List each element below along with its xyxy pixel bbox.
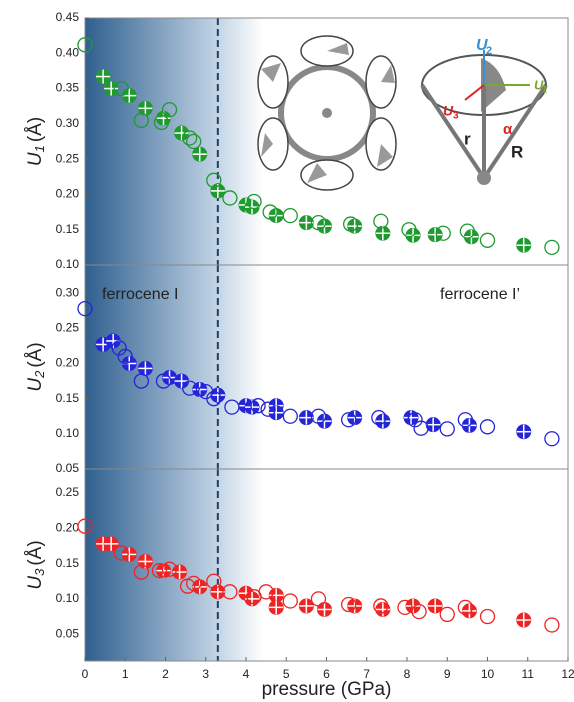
marker — [481, 420, 495, 434]
y-tick-label: 0.25 — [56, 320, 80, 334]
y-tick-label: 0.40 — [56, 45, 80, 59]
inset-label: r — [464, 129, 471, 148]
y-axis-label: U3 (Å) — [25, 540, 47, 589]
data-point — [193, 147, 207, 161]
data-point — [481, 233, 495, 247]
inset-label: R — [511, 142, 523, 161]
x-tick-label: 11 — [522, 667, 535, 681]
cone-inset — [422, 50, 546, 185]
y-label-subscript: 1 — [32, 145, 47, 152]
data-point — [175, 374, 189, 388]
data-point — [517, 425, 531, 439]
y-axis-label: U2 (Å) — [25, 342, 47, 391]
y-tick-label: 0.10 — [56, 426, 80, 440]
y-tick-label: 0.20 — [56, 356, 80, 370]
y-label-symbol: U — [25, 576, 46, 590]
y-label-symbol: U — [25, 152, 46, 166]
data-point — [138, 361, 152, 375]
y-label-symbol: U — [25, 378, 46, 392]
marker — [440, 422, 454, 436]
data-point — [428, 599, 442, 613]
x-tick-label: 4 — [243, 667, 250, 681]
marker — [283, 209, 297, 223]
data-point — [545, 618, 559, 632]
y-axis-label: U1 (Å) — [25, 117, 47, 166]
data-point — [545, 240, 559, 254]
annotation: ferrocene I’ — [440, 286, 520, 303]
inset-label: 3 — [453, 111, 459, 122]
molecule-inset — [258, 36, 396, 190]
y-tick-label: 0.10 — [56, 591, 80, 605]
marker — [545, 618, 559, 632]
data-point — [440, 607, 454, 621]
y-label-unit: (Å) — [25, 117, 46, 142]
x-tick-label: 10 — [481, 667, 495, 681]
x-tick-label: 8 — [404, 667, 411, 681]
x-axis-label: pressure (GPa) — [262, 679, 392, 700]
data-point — [311, 592, 325, 606]
marker — [283, 409, 297, 423]
marker — [481, 610, 495, 624]
data-point — [283, 409, 297, 423]
data-point — [517, 613, 531, 627]
x-tick-label: 1 — [122, 667, 129, 681]
data-point — [269, 600, 283, 614]
marker — [311, 592, 325, 606]
y-tick-label: 0.30 — [56, 116, 80, 130]
x-tick-label: 12 — [561, 667, 574, 681]
inset-label: 2 — [486, 45, 492, 57]
y-tick-label: 0.15 — [56, 222, 80, 236]
data-point — [269, 406, 283, 420]
y-label-unit: (Å) — [25, 540, 46, 565]
data-point — [122, 89, 136, 103]
data-point — [317, 414, 331, 428]
marker — [440, 607, 454, 621]
data-point — [283, 209, 297, 223]
y-label-unit: (Å) — [25, 342, 46, 367]
x-tick-label: 2 — [162, 667, 169, 681]
y-tick-label: 0.15 — [56, 556, 80, 570]
y-tick-label: 0.20 — [56, 520, 80, 534]
x-tick-label: 9 — [444, 667, 451, 681]
y-label-subscript: 3 — [32, 568, 47, 576]
data-point — [96, 70, 110, 84]
annotation: ferrocene I — [102, 286, 178, 303]
data-point — [376, 414, 390, 428]
x-tick-label: 0 — [82, 667, 89, 681]
data-point — [317, 602, 331, 616]
y-tick-label: 0.35 — [56, 81, 80, 95]
data-point — [481, 420, 495, 434]
shaded-region — [85, 18, 263, 265]
data-point — [440, 422, 454, 436]
y-tick-label: 0.05 — [56, 626, 80, 640]
y-tick-label: 0.45 — [56, 10, 80, 24]
data-point — [283, 594, 297, 608]
marker — [545, 432, 559, 446]
data-point — [462, 604, 476, 618]
data-point — [545, 432, 559, 446]
marker — [283, 594, 297, 608]
data-point — [517, 238, 531, 252]
data-point — [175, 126, 189, 140]
y-tick-label: 0.25 — [56, 151, 80, 165]
y-label-subscript: 2 — [32, 370, 47, 379]
marker — [545, 240, 559, 254]
x-tick-label: 3 — [202, 667, 209, 681]
chart: 0.100.150.200.250.300.350.400.45U1(Å)U2U… — [0, 0, 574, 702]
y-tick-label: 0.25 — [56, 485, 80, 499]
inset-label: 1 — [542, 84, 547, 94]
data-point — [481, 610, 495, 624]
marker — [481, 233, 495, 247]
y-tick-label: 0.15 — [56, 391, 80, 405]
y-tick-label: 0.20 — [56, 187, 80, 201]
y-tick-label: 0.05 — [56, 461, 80, 475]
data-point — [173, 565, 187, 579]
shaded-region — [85, 469, 263, 661]
inset-label: α — [503, 121, 513, 138]
y-tick-label: 0.10 — [56, 257, 80, 271]
y-tick-label: 0.30 — [56, 285, 80, 299]
